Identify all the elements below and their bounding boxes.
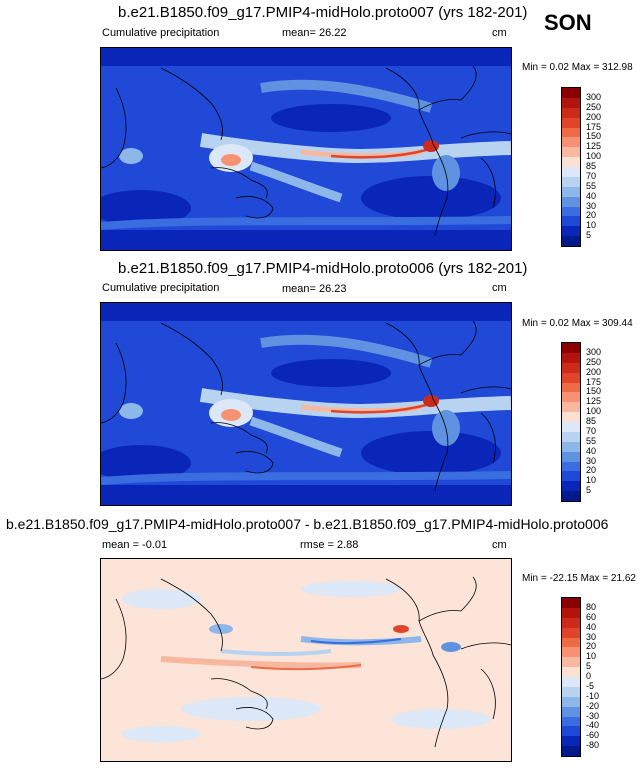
panel1-variable-label: Cumulative precipitation [102,27,220,39]
panel2-unit: cm [492,282,507,294]
panel3-cbar-label: 5 [586,661,592,672]
panel2-cbar-label: 200 [586,366,602,377]
panel2-cbar-label: 5 [586,485,592,496]
panel2-cbar-label: 10 [586,475,597,486]
panel1-cbar-label: 10 [586,220,597,231]
panel1-cbar-label: 175 [586,121,602,132]
panel2-cbar-label: 250 [586,356,602,367]
panel2-cbar-label: 70 [586,425,597,436]
panel2-cbar-label: 300 [586,346,602,357]
panel2-cbar-label: 40 [586,445,597,456]
panel3-cbar-label: -20 [586,700,600,711]
panel1-cbar-label: 20 [586,210,597,221]
panel3-cbar-label: 60 [586,611,597,622]
panel1-cbar-label: 30 [586,200,597,211]
panel2-cbar-label: 30 [586,455,597,466]
panel1-cbar-label: 150 [586,131,602,142]
panel1-cbar-label: 70 [586,170,597,181]
panel2-minmax: Min = 0.02 Max = 309.44 [522,318,633,329]
panel1-cbar-label: 100 [586,151,602,162]
panel2-cbar-label: 125 [586,396,602,407]
panel3-title: b.e21.B1850.f09_g17.PMIP4-midHolo.proto0… [6,516,609,532]
panel3-minmax: Min = -22.15 Max = 21.62 [522,573,636,584]
panel2-cbar-label: 20 [586,465,597,476]
panel3-mean: mean = -0.01 [102,539,168,551]
panel3-cbar-label: -10 [586,690,600,701]
panel3-cbar-label: 30 [586,631,597,642]
panel3-cbar-label: 80 [586,601,597,612]
panel3-cbar-label: -30 [586,710,600,721]
panel1-minmax: Min = 0.02 Max = 312.98 [522,62,633,73]
panel1-colorbar [561,87,581,247]
panel1-unit: cm [492,27,507,39]
panel3-difference-field [101,576,511,748]
panel3-cbar-label: -40 [586,720,600,731]
panel1-cbar-label: 125 [586,141,602,152]
panel1-cbar-label: 300 [586,91,602,102]
panel2-mean: mean= 26.23 [282,283,347,295]
panel3-cbar-label: -80 [586,740,600,751]
season-label: SON [544,10,592,35]
panel2-precip-field [101,303,511,505]
panel1-cbar-label: 250 [586,101,602,112]
panel2-cbar-label: 85 [586,416,597,426]
panel2-colorbar [561,342,581,502]
panel3-cbar-label: 40 [586,621,597,632]
panel3-map [100,558,512,762]
panel2-cbar-label: 100 [586,406,602,417]
panel3-cbar-label: 10 [586,651,597,662]
panel1-cbar-label: 85 [586,161,597,171]
panel1-cbar-label: 5 [586,230,592,241]
panel1-map [100,47,512,251]
panel2-cbar-label: 150 [586,386,602,397]
panel2-title: b.e21.B1850.f09_g17.PMIP4-midHolo.proto0… [118,260,528,277]
panel1-cbar-label: 40 [586,190,597,201]
panel1-title: b.e21.B1850.f09_g17.PMIP4-midHolo.proto0… [118,4,528,21]
panel2-variable-label: Cumulative precipitation [102,282,220,294]
panel2-cbar-label: 55 [586,435,597,446]
panel3-unit: cm [492,539,507,551]
panel2-cbar-label: 175 [586,376,602,387]
panel1-cbar-label: 55 [586,180,597,191]
panel3-cbar-label: 20 [586,641,597,652]
panel1-cbar-label: 200 [586,111,602,122]
panel3-cbar-label: 0 [586,671,592,681]
panel1-mean: mean= 26.22 [282,27,347,39]
panel3-cbar-label: -60 [586,730,600,741]
panel3-colorbar [561,597,581,757]
panel3-cbar-label: -5 [586,680,595,691]
panel3-rmse: rmse = 2.88 [300,539,359,551]
panel2-map [100,302,512,506]
panel1-precip-field [101,48,511,250]
